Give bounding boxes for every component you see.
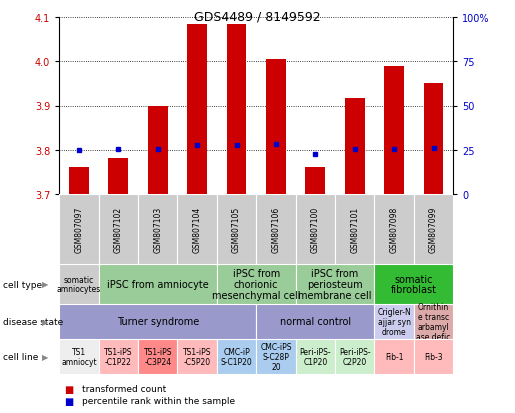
Text: transformed count: transformed count bbox=[82, 385, 167, 394]
Text: GSM807105: GSM807105 bbox=[232, 206, 241, 252]
Text: somatic
amniocytes: somatic amniocytes bbox=[57, 275, 101, 294]
Bar bbox=[256, 304, 374, 339]
Text: GSM807098: GSM807098 bbox=[390, 206, 399, 252]
Text: ■: ■ bbox=[64, 396, 74, 406]
Text: somatic
fibroblast: somatic fibroblast bbox=[391, 274, 437, 295]
Bar bbox=[138, 339, 177, 374]
Bar bbox=[59, 304, 256, 339]
Text: cell type: cell type bbox=[3, 280, 42, 289]
Bar bbox=[217, 195, 256, 264]
Text: GSM807101: GSM807101 bbox=[350, 206, 359, 252]
Bar bbox=[335, 339, 374, 374]
Bar bbox=[374, 304, 414, 339]
Bar bbox=[59, 264, 99, 304]
Bar bbox=[256, 195, 296, 264]
Text: disease state: disease state bbox=[3, 317, 63, 326]
Bar bbox=[335, 195, 374, 264]
Bar bbox=[99, 339, 138, 374]
Bar bbox=[217, 339, 256, 374]
Bar bbox=[109, 158, 128, 195]
Bar bbox=[69, 167, 89, 195]
Bar bbox=[374, 195, 414, 264]
Bar bbox=[99, 195, 138, 264]
Text: GDS4489 / 8149592: GDS4489 / 8149592 bbox=[194, 10, 321, 23]
Text: Turner syndrome: Turner syndrome bbox=[116, 317, 199, 327]
Bar bbox=[59, 339, 99, 374]
Text: CMC-iPS
S-C28P
20: CMC-iPS S-C28P 20 bbox=[260, 342, 291, 371]
Bar bbox=[177, 339, 217, 374]
Text: Fib-1: Fib-1 bbox=[385, 352, 403, 361]
Bar bbox=[414, 339, 453, 374]
Bar bbox=[374, 264, 453, 304]
Bar bbox=[177, 195, 217, 264]
Bar bbox=[266, 60, 286, 195]
Text: Peri-iPS-
C2P20: Peri-iPS- C2P20 bbox=[339, 347, 370, 366]
Text: GSM807103: GSM807103 bbox=[153, 206, 162, 252]
Text: GSM807106: GSM807106 bbox=[271, 206, 280, 252]
Bar bbox=[148, 107, 167, 195]
Bar bbox=[374, 339, 414, 374]
Text: iPSC from amniocyte: iPSC from amniocyte bbox=[107, 279, 209, 289]
Bar bbox=[256, 339, 296, 374]
Text: percentile rank within the sample: percentile rank within the sample bbox=[82, 396, 235, 406]
Bar bbox=[384, 66, 404, 195]
Bar bbox=[345, 98, 365, 195]
Text: GSM807100: GSM807100 bbox=[311, 206, 320, 252]
Bar bbox=[305, 167, 325, 195]
Text: GSM807104: GSM807104 bbox=[193, 206, 201, 252]
Bar bbox=[296, 339, 335, 374]
Text: Fib-3: Fib-3 bbox=[424, 352, 443, 361]
Bar bbox=[414, 304, 453, 339]
Bar bbox=[296, 195, 335, 264]
Bar bbox=[414, 195, 453, 264]
Text: normal control: normal control bbox=[280, 317, 351, 327]
Text: iPSC from
chorionic
mesenchymal cell: iPSC from chorionic mesenchymal cell bbox=[212, 268, 300, 300]
Text: Peri-iPS-
C1P20: Peri-iPS- C1P20 bbox=[300, 347, 331, 366]
Text: cell line: cell line bbox=[3, 352, 38, 361]
Bar bbox=[296, 264, 374, 304]
Text: ▶: ▶ bbox=[42, 317, 49, 326]
Text: ▶: ▶ bbox=[42, 280, 49, 289]
Text: Crigler-N
ajjar syn
drome: Crigler-N ajjar syn drome bbox=[377, 308, 411, 336]
Text: TS1-iPS
-C1P22: TS1-iPS -C1P22 bbox=[104, 347, 132, 366]
Text: GSM807102: GSM807102 bbox=[114, 206, 123, 252]
Text: iPSC from
periosteum
membrane cell: iPSC from periosteum membrane cell bbox=[298, 268, 372, 300]
Text: GSM807099: GSM807099 bbox=[429, 206, 438, 253]
Text: TS1-iPS
-C3P24: TS1-iPS -C3P24 bbox=[144, 347, 172, 366]
Text: GSM807097: GSM807097 bbox=[75, 206, 83, 253]
Text: TS1-iPS
-C5P20: TS1-iPS -C5P20 bbox=[183, 347, 211, 366]
Bar bbox=[138, 195, 177, 264]
Text: TS1
amniocyt: TS1 amniocyt bbox=[61, 347, 97, 366]
Bar bbox=[99, 264, 217, 304]
Bar bbox=[424, 84, 443, 195]
Bar bbox=[217, 264, 296, 304]
Text: CMC-iP
S-C1P20: CMC-iP S-C1P20 bbox=[220, 347, 252, 366]
Text: Ornithin
e transc
arbamyl
ase defic: Ornithin e transc arbamyl ase defic bbox=[416, 303, 451, 341]
Bar bbox=[227, 25, 246, 195]
Text: ■: ■ bbox=[64, 384, 74, 394]
Text: ▶: ▶ bbox=[42, 352, 49, 361]
Bar bbox=[59, 195, 99, 264]
Bar bbox=[187, 25, 207, 195]
